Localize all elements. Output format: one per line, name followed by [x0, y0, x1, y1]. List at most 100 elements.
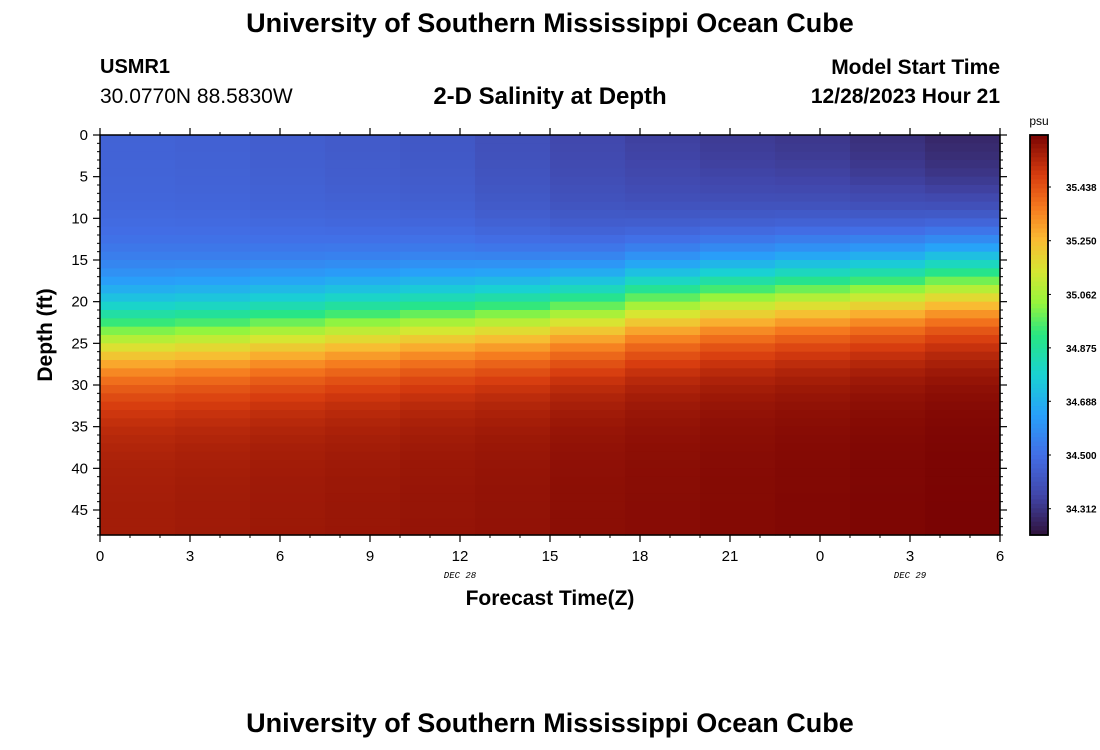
heatmap-cell — [475, 435, 551, 444]
colorbar-segment — [1030, 259, 1048, 265]
heatmap-cell — [475, 426, 551, 436]
heatmap-cell — [100, 443, 176, 453]
heatmap-cell — [325, 293, 401, 303]
colorbar-segment — [1030, 415, 1048, 421]
heatmap-cell — [475, 201, 551, 211]
x-tick-label: 9 — [366, 548, 374, 565]
heatmap-cell — [325, 201, 401, 211]
heatmap-cell — [475, 193, 551, 203]
heatmap-cell — [850, 343, 926, 353]
colorbar-segment — [1030, 179, 1048, 185]
heatmap-cell — [325, 360, 401, 369]
heatmap-cell — [175, 301, 251, 311]
heatmap-cell — [700, 393, 776, 403]
heatmap-cell — [475, 510, 551, 519]
heatmap-cell — [925, 493, 1001, 503]
heatmap-cell — [850, 318, 926, 328]
heatmap-cell — [625, 401, 701, 411]
heatmap-cell — [775, 460, 851, 469]
heatmap-cell — [400, 368, 476, 378]
colorbar-segment — [1030, 183, 1048, 189]
colorbar-segment — [1030, 428, 1048, 434]
heatmap-cell — [250, 410, 326, 419]
heatmap-cell — [550, 410, 626, 419]
heatmap-cell — [925, 185, 1001, 194]
colorbar-segment — [1030, 192, 1048, 198]
heatmap-cell — [550, 143, 626, 153]
heatmap-cell — [175, 418, 251, 428]
x-tick-label: 0 — [816, 548, 824, 565]
heatmap-cell — [175, 343, 251, 353]
heatmap-cell — [250, 426, 326, 436]
heatmap-cell — [925, 285, 1001, 294]
heatmap-cell — [100, 176, 176, 186]
heatmap-cell — [100, 193, 176, 203]
x-axis-label: Forecast Time(Z) — [466, 587, 635, 610]
heatmap-cell — [475, 251, 551, 261]
heatmap-cell — [100, 393, 176, 403]
heatmap-cell — [700, 235, 776, 244]
heatmap-cell — [400, 410, 476, 419]
heatmap-cell — [250, 276, 326, 286]
heatmap-cell — [700, 326, 776, 336]
colorbar-segment — [1030, 210, 1048, 216]
heatmap-cell — [250, 185, 326, 194]
heatmap-cell — [700, 143, 776, 153]
heatmap-cell — [925, 526, 1001, 536]
colorbar-tick-label: 34.500 — [1066, 451, 1097, 462]
heatmap-cell — [775, 176, 851, 186]
heatmap-cell — [925, 251, 1001, 261]
heatmap-cell — [625, 193, 701, 203]
heatmap-cell — [400, 518, 476, 528]
colorbar-segment — [1030, 352, 1048, 358]
heatmap-cell — [775, 210, 851, 219]
heatmap-cell — [475, 501, 551, 511]
heatmap-cell — [325, 276, 401, 286]
heatmap-cell — [625, 251, 701, 261]
heatmap-cell — [850, 251, 926, 261]
colorbar-segment — [1030, 286, 1048, 292]
colorbar-segment — [1030, 166, 1048, 172]
heatmap-cell — [625, 501, 701, 511]
heatmap-cell — [625, 343, 701, 353]
colorbar-segment — [1030, 223, 1048, 229]
heatmap-cell — [250, 526, 326, 536]
heatmap-cell — [475, 368, 551, 378]
heatmap-cell — [775, 168, 851, 178]
heatmap-cell — [475, 143, 551, 153]
heatmap-cell — [250, 168, 326, 178]
heatmap-cell — [325, 285, 401, 294]
heatmap-cell — [775, 501, 851, 511]
heatmap-cell — [325, 526, 401, 536]
heatmap-cell — [775, 243, 851, 253]
heatmap-cell — [175, 393, 251, 403]
heatmap-cell — [475, 451, 551, 461]
colorbar-segment — [1030, 330, 1048, 336]
heatmap-cell — [700, 335, 776, 344]
heatmap-cell — [700, 343, 776, 353]
colorbar-segment — [1030, 401, 1048, 407]
heatmap-cell — [700, 251, 776, 261]
heatmap-cell — [325, 335, 401, 344]
heatmap-cell — [850, 185, 926, 194]
heatmap-cell — [475, 476, 551, 486]
heatmap-cell — [100, 501, 176, 511]
colorbar-segment — [1030, 263, 1048, 269]
heatmap-cell — [625, 268, 701, 278]
heatmap-cell — [175, 351, 251, 361]
heatmap-cell — [250, 343, 326, 353]
heatmap-cell — [625, 351, 701, 361]
heatmap-cell — [550, 435, 626, 444]
heatmap-cell — [250, 485, 326, 494]
heatmap-cell — [625, 468, 701, 478]
heatmap-cell — [850, 293, 926, 303]
heatmap-cell — [325, 260, 401, 269]
station-id: USMR1 — [100, 56, 171, 78]
colorbar-segment — [1030, 339, 1048, 345]
heatmap-cell — [325, 485, 401, 494]
heatmap-cell — [250, 401, 326, 411]
heatmap-cell — [925, 351, 1001, 361]
heatmap-cell — [850, 435, 926, 444]
colorbar-segment — [1030, 526, 1048, 532]
heatmap-cell — [550, 318, 626, 328]
